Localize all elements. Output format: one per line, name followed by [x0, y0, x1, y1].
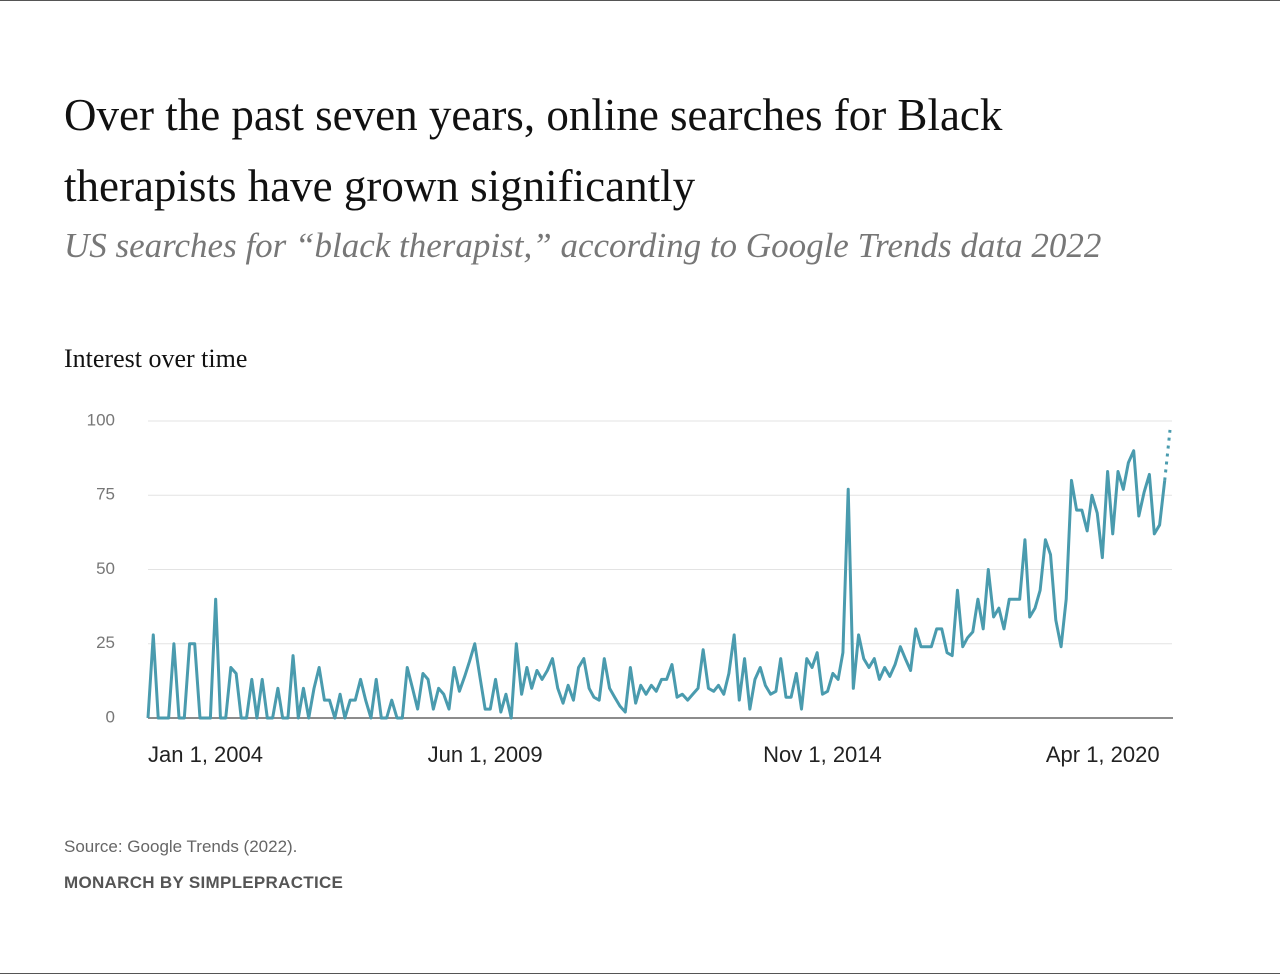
- x-tick-label: Jun 1, 2009: [428, 742, 543, 767]
- credit: MONARCH BY SIMPLEPRACTICE: [64, 873, 344, 892]
- data-line-partial: [1163, 429, 1172, 481]
- y-tick-label: 50: [96, 559, 115, 578]
- y-tick-label: 100: [87, 410, 115, 429]
- source-note: Source: Google Trends (2022).: [64, 837, 298, 856]
- chart: 0 25 50 75 100 Jan 1, 2004 Jun 1, 2009 Nov 1, 2…: [87, 410, 1173, 767]
- x-tick-label: Nov 1, 2014: [763, 742, 882, 767]
- chart-title: Over the past seven years, online search…: [64, 90, 1003, 211]
- y-tick-label: 75: [96, 485, 115, 504]
- x-tick-label: Apr 1, 2020: [1046, 742, 1160, 767]
- y-axis-title: Interest over time: [64, 344, 248, 373]
- chart-subtitle: US searches for “black therapist,” accor…: [64, 226, 1102, 265]
- y-tick-label: 0: [106, 707, 115, 726]
- y-tick-label: 25: [96, 633, 115, 652]
- x-tick-label: Jan 1, 2004: [148, 742, 263, 767]
- data-line: [146, 449, 1167, 720]
